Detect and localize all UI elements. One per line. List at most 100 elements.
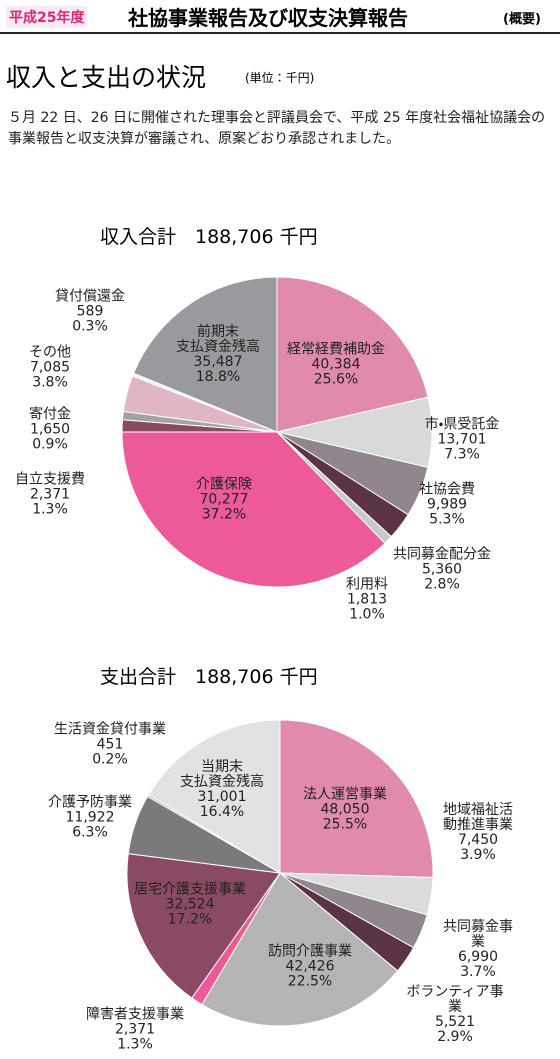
header-note: (概要) (503, 12, 541, 27)
slice-percent: 3.7% (460, 964, 496, 980)
slice-value: 13,701 (437, 431, 487, 448)
slice-value: 31,001 (197, 789, 247, 805)
slice-value: 9,989 (426, 496, 468, 513)
slice-name: ボランティア事業 (406, 984, 504, 1015)
pie-slice (201, 872, 399, 1027)
slice-percent: 0.9% (32, 436, 68, 453)
pie-slice (121, 431, 386, 588)
slice-label: 市・県受託金 13,701 7.3% (424, 416, 500, 463)
chart-title: 収入合計 188,706 千円 (100, 226, 318, 248)
slice-label: 利用料 1,813 1.0% (346, 576, 388, 623)
slice-label: 生活資金貸付事業 451 0.2% (54, 721, 166, 768)
slice-label: その他 7,085 3.8% (29, 344, 71, 391)
slice-value: 5,521 (434, 1014, 476, 1030)
slice-percent: 2.8% (424, 576, 460, 593)
slice-label: 地域福祉活動推進事業 7,450 3.9% (437, 803, 519, 863)
slice-percent: 6.3% (72, 824, 108, 841)
slice-name: 当期末 支払資金残高 (180, 759, 264, 790)
slice-name: 共同募金事業 (443, 919, 513, 950)
badge: 平成25年度 (6, 6, 88, 28)
pie-slice (276, 276, 429, 433)
slice-label: 貸付償還金 589 0.3% (55, 288, 125, 335)
slice-percent: 1.3% (32, 501, 68, 518)
slice-label: 障害者支援事業 2,371 1.3% (86, 1006, 184, 1053)
slice-name: 寄付金 (29, 406, 71, 423)
slice-name: 居宅介護支援事業 (134, 881, 246, 898)
slice-name: 生活資金貸付事業 (54, 721, 166, 738)
slice-percent: 37.2% (201, 506, 247, 523)
slice-percent: 2.9% (437, 1029, 473, 1045)
slice-value: 35,487 (193, 354, 243, 370)
header-title: 社協事業報告及び収支決算報告 (128, 6, 408, 30)
slice-value: 7,085 (29, 359, 71, 376)
slice-percent: 1.3% (117, 1036, 153, 1053)
slice-label: 介護保険 70,277 37.2% (196, 476, 252, 523)
slice-label: 訪問介護事業 42,426 22.5% (268, 944, 352, 990)
slice-percent: 0.2% (92, 751, 128, 768)
slice-value: 2,371 (29, 486, 71, 503)
slice-value: 70,277 (199, 491, 249, 508)
slice-name: 介護予防事業 (48, 794, 132, 811)
slice-percent: 25.5% (322, 816, 368, 833)
slice-value: 7,450 (457, 832, 499, 848)
slice-label: 社協会費 9,989 5.3% (419, 481, 475, 528)
slice-name: 市・県受託金 (424, 416, 500, 433)
slice-label: 共同募金配分金 5,360 2.8% (393, 546, 491, 593)
slice-name: 障害者支援事業 (86, 1006, 184, 1023)
slice-label: 居宅介護支援事業 32,524 17.2% (134, 881, 246, 928)
slice-name: その他 (29, 344, 71, 361)
slice-label: 経常経費補助金 40,384 25.6% (287, 341, 385, 388)
slice-label: 共同募金事業 6,990 3.7% (437, 920, 519, 980)
slice-percent: 25.6% (313, 371, 359, 388)
slice-percent: 16.4% (199, 804, 245, 820)
slice-percent: 3.9% (460, 847, 496, 863)
pie-slice (132, 276, 278, 433)
slice-name: 地域福祉活動推進事業 (443, 802, 513, 833)
slice-value: 2,371 (114, 1021, 156, 1038)
section-title: 収入と支出の状況 (6, 63, 207, 92)
slice-percent: 18.8% (195, 369, 241, 385)
slice-value: 1,813 (346, 591, 388, 608)
slice-name: 経常経費補助金 (287, 341, 385, 358)
slice-value: 451 (96, 736, 124, 753)
slice-value: 1,650 (29, 421, 71, 438)
rule (0, 32, 560, 34)
slice-label: 前期末 支払資金残高 35,487 18.8% (176, 325, 260, 385)
slice-name: 自立支援費 (15, 471, 85, 488)
pie-slice (279, 719, 434, 878)
slice-label: ボランティア事業 5,521 2.9% (403, 985, 508, 1045)
slice-label: 当期末 支払資金残高 31,001 16.4% (180, 760, 264, 820)
slice-name: 前期末 支払資金残高 (176, 324, 260, 355)
slice-value: 6,990 (457, 949, 499, 965)
slice-value: 5,360 (421, 561, 463, 578)
slice-name: 法人運営事業 (303, 786, 387, 803)
slice-percent: 1.0% (349, 606, 385, 623)
slice-name: 貸付償還金 (55, 288, 125, 305)
slice-label: 寄付金 1,650 0.9% (29, 406, 71, 453)
slice-name: 共同募金配分金 (393, 546, 491, 563)
slice-percent: 7.3% (444, 446, 480, 463)
slice-percent: 22.5% (287, 973, 333, 990)
slice-label: 法人運営事業 48,050 25.5% (303, 786, 387, 833)
slice-label: 自立支援費 2,371 1.3% (15, 471, 85, 518)
slice-name: 社協会費 (419, 481, 475, 498)
slice-name: 介護保険 (196, 476, 252, 493)
slice-value: 11,922 (65, 809, 115, 826)
slice-value: 40,384 (311, 356, 361, 373)
slice-percent: 5.3% (429, 511, 465, 528)
slice-label: 介護予防事業 11,922 6.3% (48, 794, 132, 841)
chart-title: 支出合計 188,706 千円 (100, 666, 318, 688)
slice-value: 589 (76, 303, 104, 320)
slice-percent: 0.3% (72, 318, 108, 335)
pie-slice (126, 853, 281, 999)
section-text: ５月 22 日、26 日に開催された理事会と評議員会で、平成 25 年度社会福祉… (8, 110, 546, 147)
slice-value: 42,426 (285, 958, 335, 975)
slice-percent: 3.8% (32, 374, 68, 391)
slice-percent: 17.2% (167, 911, 213, 928)
slice-name: 利用料 (346, 576, 388, 593)
pie-slice (147, 719, 281, 874)
unit-note: (単位：千円) (245, 71, 315, 85)
slice-value: 48,050 (320, 801, 370, 818)
